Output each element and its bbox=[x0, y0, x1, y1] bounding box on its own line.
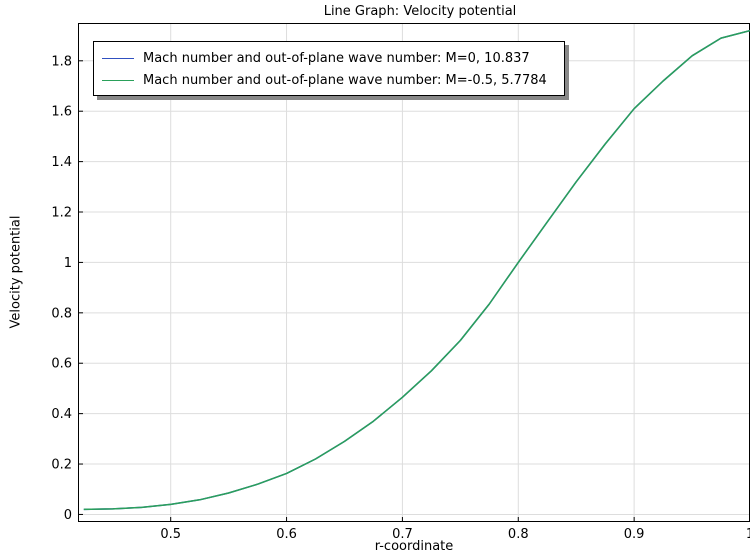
x-tick-label: 0.7 bbox=[392, 527, 413, 542]
y-tick-label: 1 bbox=[64, 256, 72, 271]
y-tick-label: 1.8 bbox=[51, 54, 72, 69]
series-line-1 bbox=[83, 29, 750, 511]
series-line-2 bbox=[83, 29, 750, 511]
x-tick-label: 0.9 bbox=[624, 527, 645, 542]
y-tick-label: 1.2 bbox=[51, 206, 72, 221]
x-tick-label: 1 bbox=[746, 527, 750, 542]
legend-swatch-series-2 bbox=[102, 79, 134, 81]
legend: Mach number and out-of-plane wave number… bbox=[93, 41, 565, 96]
legend-swatch-series-1 bbox=[102, 57, 134, 59]
y-tick-label: 1.6 bbox=[51, 105, 72, 120]
legend-label-series-1: Mach number and out-of-plane wave number… bbox=[143, 50, 530, 66]
y-tick-label: 0.4 bbox=[51, 407, 72, 422]
chart-title: Line Graph: Velocity potential bbox=[323, 4, 517, 19]
y-axis-label: Velocity potential bbox=[8, 215, 24, 329]
y-tick-label: 0.2 bbox=[51, 458, 72, 473]
x-tick-label: 0.5 bbox=[160, 527, 181, 542]
y-tick-label: 0.6 bbox=[51, 357, 72, 372]
y-tick-label: 0.8 bbox=[51, 306, 72, 321]
legend-label-series-2: Mach number and out-of-plane wave number… bbox=[143, 72, 547, 88]
y-tick-label: 1.4 bbox=[51, 155, 72, 170]
plot-frame bbox=[78, 23, 750, 522]
x-tick-label: 0.6 bbox=[276, 527, 297, 542]
x-tick-label: 0.8 bbox=[508, 527, 529, 542]
legend-entry: Mach number and out-of-plane wave number… bbox=[94, 69, 564, 91]
x-axis-label: r-coordinate bbox=[374, 539, 454, 554]
y-tick-label: 0 bbox=[64, 508, 72, 523]
legend-entry: Mach number and out-of-plane wave number… bbox=[94, 47, 564, 69]
